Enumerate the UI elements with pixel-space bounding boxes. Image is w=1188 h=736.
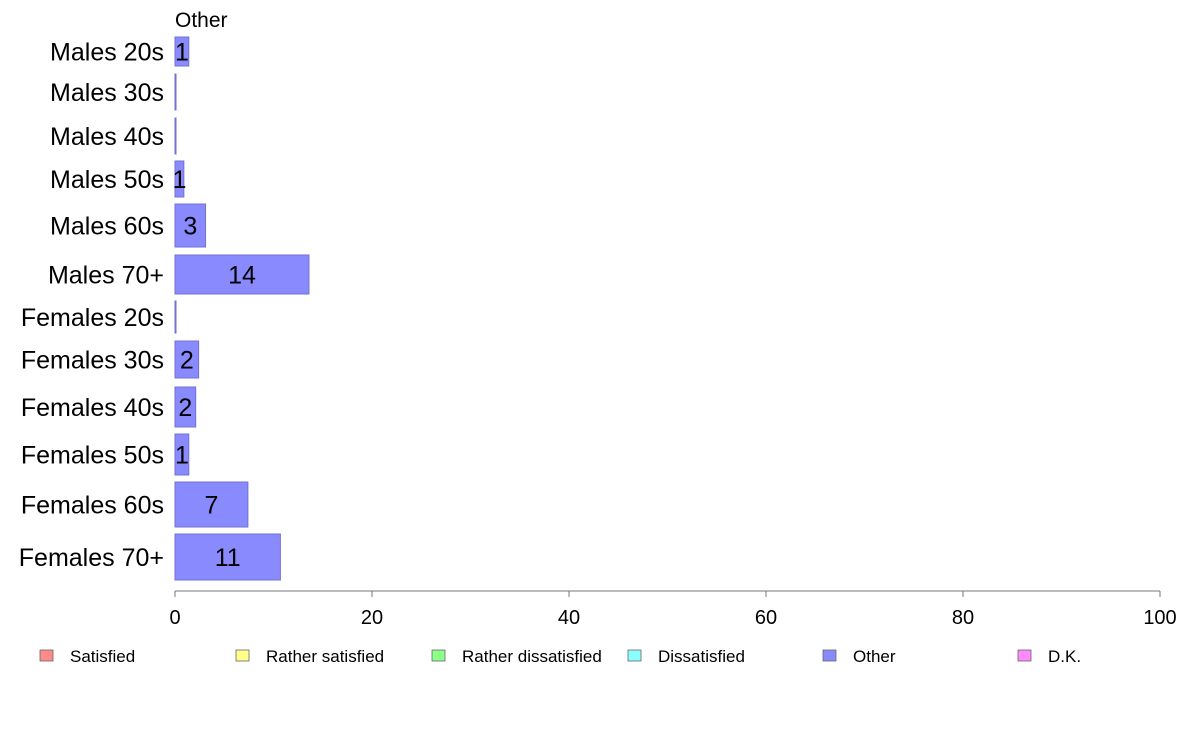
x-tick-label: 100 — [1143, 607, 1176, 629]
bar-value-label: 3 — [183, 213, 197, 241]
legend-swatch — [39, 649, 54, 662]
legend-swatch — [822, 649, 837, 662]
category-label: Males 50s — [50, 166, 164, 194]
bar-value-label: 1 — [175, 442, 189, 470]
category-label: Males 60s — [50, 213, 164, 241]
bar — [174, 481, 249, 528]
category-label: Females 30s — [21, 347, 164, 375]
x-tick-label: 80 — [952, 607, 974, 629]
legend-label: Rather satisfied — [266, 647, 384, 666]
legend-swatch — [1017, 649, 1032, 662]
category-label: Females 60s — [21, 492, 164, 520]
x-tick-label: 0 — [169, 607, 180, 629]
panel-title: Other — [175, 9, 228, 32]
legend-swatch — [627, 649, 642, 662]
legend-label: Other — [853, 647, 896, 666]
category-label: Males 30s — [50, 79, 164, 107]
legend-swatch — [431, 649, 446, 662]
legend-label: Dissatisfied — [658, 647, 745, 666]
bar — [174, 73, 177, 111]
category-label: Females 70+ — [19, 544, 164, 572]
bar — [174, 300, 177, 334]
bar — [174, 117, 177, 155]
x-axis: 0 20 40 60 80 100 — [169, 590, 1177, 629]
bar — [174, 433, 190, 476]
legend-swatch — [235, 649, 250, 662]
bar-value-label: 1 — [172, 166, 186, 194]
bar — [174, 160, 185, 198]
category-label: Females 50s — [21, 442, 164, 470]
bar — [174, 254, 310, 295]
bar — [174, 386, 197, 428]
category-label: Females 20s — [21, 304, 164, 332]
category-label: Females 40s — [21, 394, 164, 422]
bars-group: Males 20s 1 Males 30s Males 40s Males 50s 1 Ma… — [19, 36, 310, 581]
bar-value-label: 11 — [215, 544, 241, 572]
bar-value-label: 1 — [175, 39, 189, 67]
bar — [174, 340, 200, 379]
legend: Satisfied Rather satisfied Rather dissatis… — [39, 647, 1081, 666]
category-label: Males 20s — [50, 39, 164, 67]
bar — [174, 36, 190, 67]
category-label: Males 40s — [50, 123, 164, 151]
x-tick-label: 20 — [361, 607, 383, 629]
bar — [174, 533, 281, 581]
bar-value-label: 14 — [228, 262, 256, 290]
category-label: Males 70+ — [48, 262, 164, 290]
legend-label: D.K. — [1048, 647, 1081, 666]
x-tick-label: 60 — [755, 607, 777, 629]
x-tick-label: 40 — [558, 607, 580, 629]
legend-label: Rather dissatisfied — [462, 647, 602, 666]
bar-value-label: 2 — [180, 347, 194, 375]
bar-value-label: 7 — [204, 492, 218, 520]
bar — [174, 203, 207, 248]
legend-label: Satisfied — [70, 647, 135, 666]
bar-value-label: 2 — [178, 394, 192, 422]
